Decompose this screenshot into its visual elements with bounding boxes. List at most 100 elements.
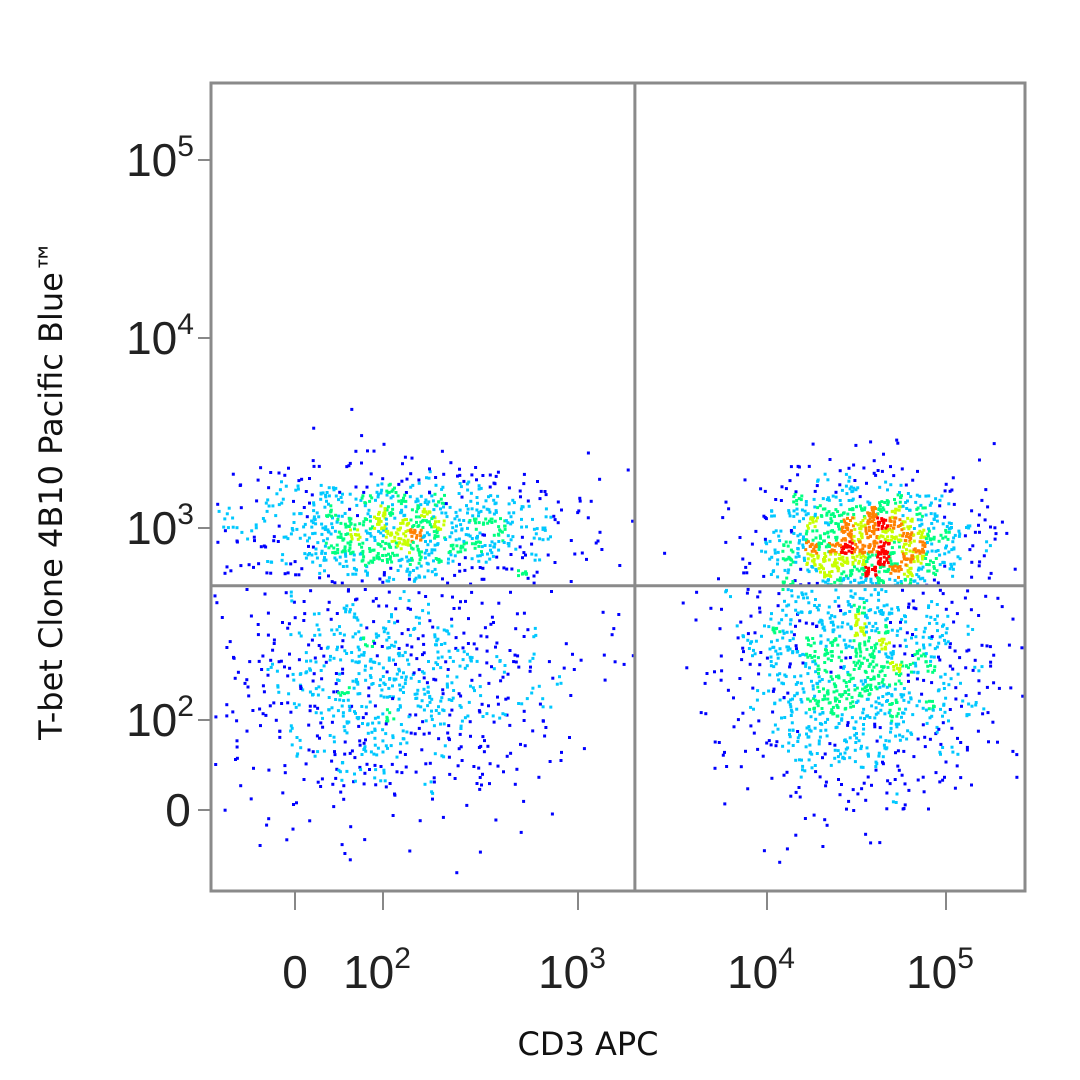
event-point	[338, 698, 342, 702]
event-point	[918, 529, 922, 533]
event-point	[855, 545, 859, 549]
event-point	[362, 520, 366, 524]
event-point	[310, 525, 314, 529]
event-point	[323, 505, 327, 509]
event-point	[880, 500, 884, 504]
event-point	[372, 548, 376, 552]
event-point	[897, 565, 900, 569]
event-point	[768, 647, 772, 651]
event-point	[848, 680, 852, 683]
event-point	[523, 744, 527, 748]
event-point	[442, 523, 446, 527]
event-point	[825, 513, 829, 517]
event-point	[494, 818, 498, 822]
event-point	[354, 711, 357, 715]
event-point	[901, 588, 904, 592]
event-point	[481, 715, 485, 718]
event-point	[805, 529, 809, 533]
event-point	[477, 766, 481, 770]
event-point	[1021, 694, 1025, 698]
event-point	[814, 770, 818, 774]
event-point	[359, 498, 363, 502]
event-point	[333, 556, 337, 560]
event-point	[878, 639, 881, 643]
event-point	[884, 480, 888, 484]
event-point	[323, 528, 327, 531]
event-point	[465, 664, 469, 668]
event-point	[423, 556, 427, 560]
event-point	[776, 562, 779, 566]
event-point	[887, 541, 891, 545]
event-point	[311, 750, 315, 754]
event-point	[836, 522, 840, 526]
event-point	[750, 640, 754, 644]
event-point	[927, 606, 930, 609]
event-point	[297, 631, 301, 635]
event-point	[873, 716, 877, 720]
event-point	[857, 659, 861, 663]
event-point	[479, 744, 483, 748]
event-point	[844, 747, 848, 751]
event-point	[815, 606, 819, 609]
event-point	[451, 659, 455, 663]
event-point	[387, 656, 391, 660]
event-point	[302, 525, 306, 529]
event-point	[480, 783, 483, 787]
event-point	[875, 663, 879, 667]
event-point	[946, 640, 950, 644]
event-point	[761, 754, 765, 758]
event-point	[877, 570, 881, 574]
event-point	[794, 600, 798, 604]
event-point	[515, 767, 519, 771]
event-point	[783, 673, 787, 677]
event-point	[534, 633, 538, 637]
event-point	[871, 568, 874, 571]
event-point	[985, 685, 989, 689]
event-point	[892, 668, 896, 672]
event-point	[397, 708, 400, 711]
event-point	[909, 731, 913, 735]
event-point	[432, 776, 436, 780]
event-point	[935, 603, 939, 606]
event-point	[466, 642, 470, 645]
event-point	[398, 750, 402, 754]
event-point	[876, 516, 880, 520]
event-point	[320, 777, 324, 781]
event-point	[392, 717, 396, 721]
event-point	[876, 606, 880, 610]
event-point	[804, 513, 808, 517]
event-point	[834, 508, 838, 512]
event-point	[875, 535, 879, 538]
event-point	[433, 567, 437, 571]
event-point	[785, 557, 789, 561]
event-point	[813, 698, 817, 702]
event-point	[773, 701, 777, 705]
event-point	[867, 525, 871, 529]
event-point	[535, 527, 539, 531]
event-point	[368, 550, 372, 553]
event-point	[829, 659, 833, 662]
event-point	[364, 705, 368, 709]
event-point	[439, 527, 443, 531]
event-point	[904, 707, 908, 711]
event-point	[916, 531, 920, 535]
event-point	[870, 704, 874, 708]
event-point	[982, 707, 986, 711]
event-point	[885, 692, 889, 696]
event-point	[857, 569, 861, 573]
event-point	[266, 673, 270, 677]
event-point	[868, 716, 872, 719]
event-point	[941, 778, 945, 782]
event-point	[880, 588, 884, 592]
event-point	[269, 665, 273, 669]
event-point	[323, 544, 327, 548]
event-point	[768, 557, 772, 561]
event-point	[993, 537, 997, 541]
event-point	[771, 628, 775, 632]
event-point	[229, 569, 233, 573]
event-point	[858, 605, 861, 609]
event-point	[947, 683, 951, 687]
event-point	[932, 704, 935, 708]
event-point	[958, 557, 962, 561]
event-point	[890, 628, 894, 632]
